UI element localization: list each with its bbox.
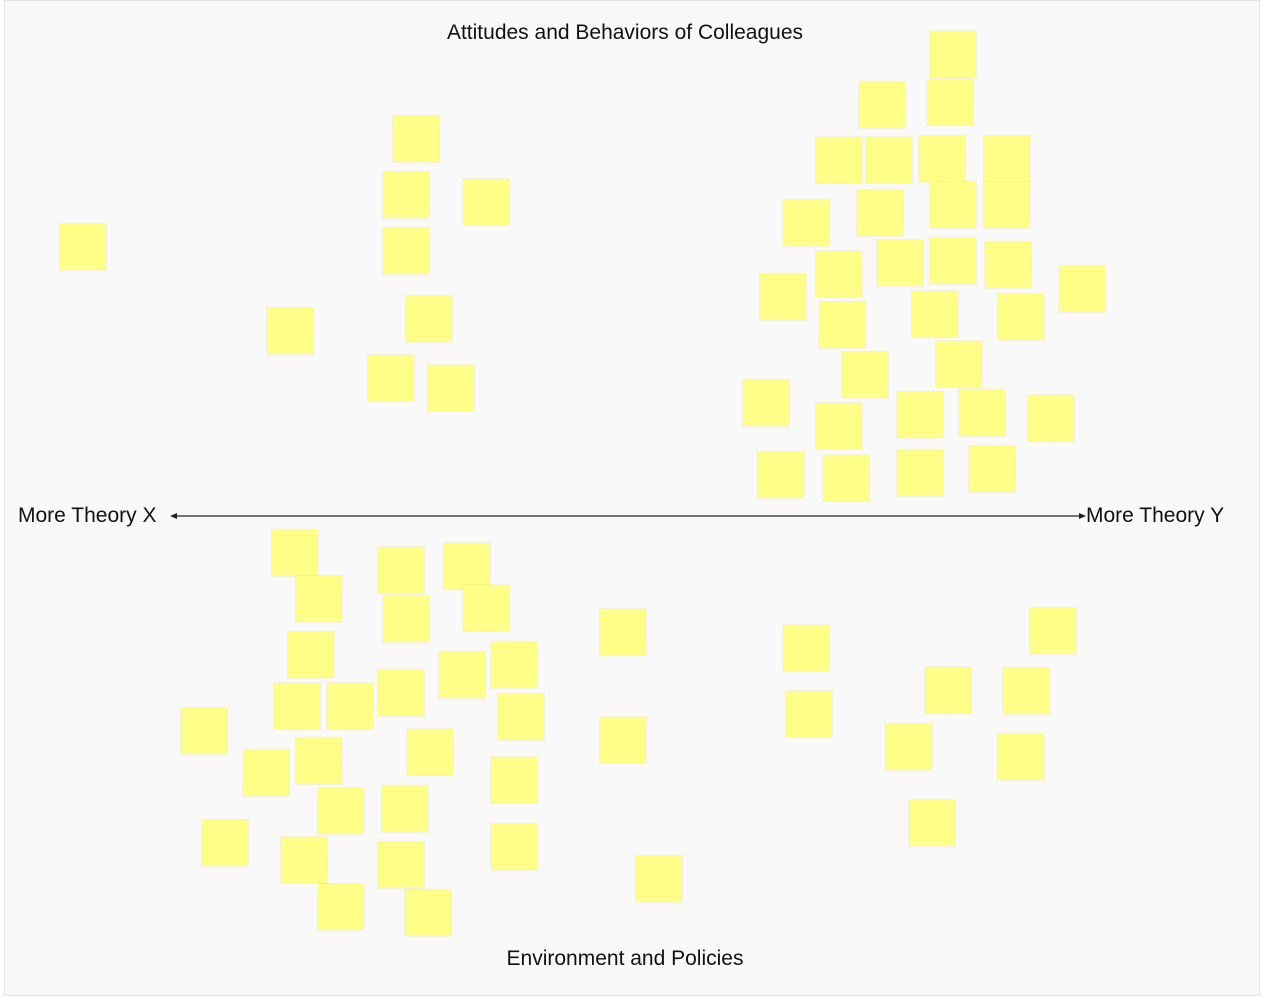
sticky-note[interactable] bbox=[783, 625, 829, 671]
sticky-note[interactable] bbox=[491, 757, 537, 803]
sticky-note[interactable] bbox=[405, 890, 451, 936]
sticky-note[interactable] bbox=[636, 856, 682, 902]
sticky-note[interactable] bbox=[267, 308, 313, 354]
sticky-note[interactable] bbox=[936, 341, 982, 387]
sticky-note[interactable] bbox=[463, 585, 509, 631]
sticky-note[interactable] bbox=[985, 242, 1031, 288]
sticky-note[interactable] bbox=[243, 750, 289, 796]
sticky-note[interactable] bbox=[816, 137, 862, 183]
sticky-note[interactable] bbox=[909, 800, 955, 846]
sticky-note[interactable] bbox=[859, 82, 905, 128]
sticky-note[interactable] bbox=[444, 543, 490, 589]
sticky-note[interactable] bbox=[600, 609, 646, 655]
sticky-note[interactable] bbox=[407, 729, 453, 775]
sticky-note[interactable] bbox=[984, 136, 1030, 182]
sticky-note[interactable] bbox=[927, 79, 973, 125]
sticky-note[interactable] bbox=[318, 884, 364, 930]
sticky-note[interactable] bbox=[491, 642, 537, 688]
sticky-note[interactable] bbox=[406, 296, 452, 342]
sticky-note[interactable] bbox=[930, 31, 976, 77]
sticky-note[interactable] bbox=[866, 137, 912, 183]
sticky-note[interactable] bbox=[998, 734, 1044, 780]
sticky-note[interactable] bbox=[288, 632, 334, 678]
sticky-note[interactable] bbox=[498, 694, 544, 740]
sticky-note[interactable] bbox=[383, 228, 429, 274]
sticky-note[interactable] bbox=[912, 291, 958, 337]
sticky-note[interactable] bbox=[877, 240, 923, 286]
sticky-note[interactable] bbox=[823, 455, 869, 501]
sticky-note[interactable] bbox=[428, 365, 474, 411]
sticky-note[interactable] bbox=[383, 596, 429, 642]
sticky-note[interactable] bbox=[491, 824, 537, 870]
sticky-note[interactable] bbox=[1003, 668, 1049, 714]
sticky-note[interactable] bbox=[930, 238, 976, 284]
sticky-note[interactable] bbox=[959, 390, 1005, 436]
sticky-note[interactable] bbox=[393, 116, 439, 162]
sticky-note[interactable] bbox=[925, 667, 971, 713]
sticky-note[interactable] bbox=[758, 452, 804, 498]
vertical-axis-top-label: Attitudes and Behaviors of Colleagues bbox=[446, 21, 804, 44]
sticky-note[interactable] bbox=[382, 786, 428, 832]
sticky-note[interactable] bbox=[368, 355, 414, 401]
sticky-note[interactable] bbox=[1028, 395, 1074, 441]
sticky-note[interactable] bbox=[919, 136, 965, 182]
sticky-note[interactable] bbox=[378, 547, 424, 593]
sticky-note[interactable] bbox=[272, 530, 318, 576]
sticky-note[interactable] bbox=[383, 172, 429, 218]
sticky-note[interactable] bbox=[296, 738, 342, 784]
sticky-note[interactable] bbox=[783, 200, 829, 246]
sticky-note[interactable] bbox=[819, 302, 865, 348]
sticky-note[interactable] bbox=[202, 820, 248, 866]
sticky-note[interactable] bbox=[274, 683, 320, 729]
sticky-note[interactable] bbox=[886, 724, 932, 770]
sticky-note[interactable] bbox=[1030, 608, 1076, 654]
sticky-note[interactable] bbox=[378, 670, 424, 716]
sticky-note[interactable] bbox=[842, 352, 888, 398]
sticky-note[interactable] bbox=[181, 708, 227, 754]
sticky-note[interactable] bbox=[600, 717, 646, 763]
sticky-note[interactable] bbox=[60, 224, 106, 270]
sticky-note[interactable] bbox=[816, 403, 862, 449]
sticky-note[interactable] bbox=[786, 691, 832, 737]
sticky-note[interactable] bbox=[760, 274, 806, 320]
sticky-note[interactable] bbox=[378, 842, 424, 888]
sticky-note[interactable] bbox=[318, 788, 364, 834]
sticky-note[interactable] bbox=[1059, 266, 1105, 312]
sticky-note[interactable] bbox=[930, 182, 976, 228]
sticky-note[interactable] bbox=[984, 182, 1030, 228]
sticky-note[interactable] bbox=[969, 446, 1015, 492]
vertical-axis-bottom-label: Environment and Policies bbox=[506, 947, 744, 970]
sticky-note[interactable] bbox=[296, 576, 342, 622]
sticky-note[interactable] bbox=[857, 190, 903, 236]
sticky-note[interactable] bbox=[816, 251, 862, 297]
sticky-note[interactable] bbox=[998, 294, 1044, 340]
sticky-note[interactable] bbox=[327, 683, 373, 729]
sticky-note[interactable] bbox=[897, 392, 943, 438]
horizontal-axis-right-label: More Theory Y bbox=[1086, 504, 1225, 527]
sticky-note[interactable] bbox=[439, 652, 485, 698]
sticky-note[interactable] bbox=[281, 837, 327, 883]
sticky-note[interactable] bbox=[897, 450, 943, 496]
sticky-note[interactable] bbox=[463, 179, 509, 225]
horizontal-axis-left-label: More Theory X bbox=[18, 504, 157, 527]
sticky-note[interactable] bbox=[743, 380, 789, 426]
